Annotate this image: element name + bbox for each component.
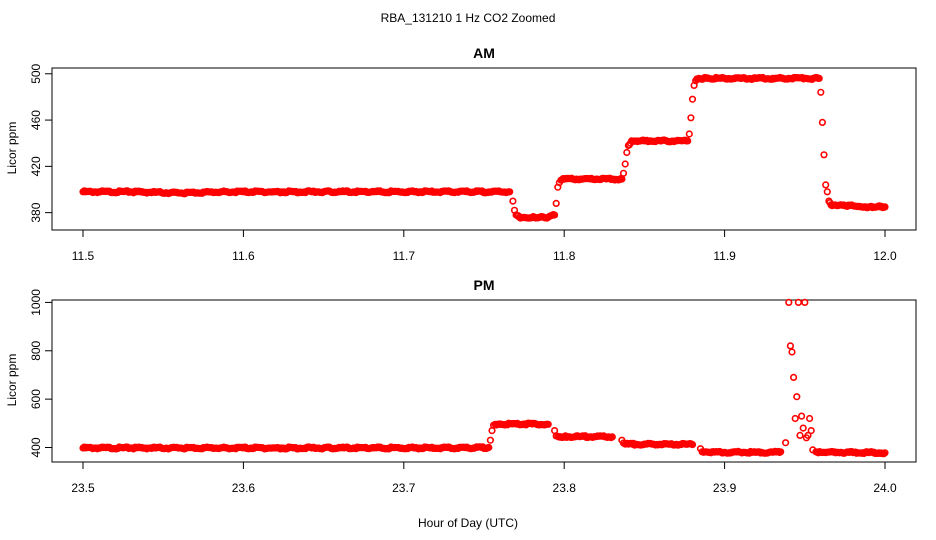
am-data-point	[820, 151, 828, 159]
pm-y-tick-label: 600	[29, 389, 43, 409]
pm-y-tick-label: 800	[29, 340, 43, 360]
pm-data-point	[486, 436, 495, 444]
pm-data-point	[805, 414, 814, 423]
am-data-point	[881, 203, 889, 211]
pm-y-tick-label: 1000	[29, 289, 43, 316]
pm-panel: PM Licor ppm 23.5 23.6 23.7 23.8 23.9 24.0 40…	[5, 277, 917, 495]
pm-data-point	[807, 427, 815, 435]
pm-y-axis: 400 600 800 1000	[29, 289, 53, 458]
am-data-point	[685, 130, 693, 138]
pm-data-point	[789, 373, 798, 382]
am-data-point	[621, 160, 629, 168]
pm-data-point	[688, 441, 697, 449]
pm-y-tick-label: 400	[29, 437, 43, 457]
am-data-point	[506, 188, 514, 196]
pm-data-point	[777, 448, 785, 456]
pm-y-axis-label: Licor ppm	[5, 354, 19, 407]
pm-x-tick-label: 23.6	[232, 481, 256, 495]
am-y-axis-label: Licor ppm	[5, 122, 19, 175]
pm-x-tick-label: 23.9	[713, 481, 737, 495]
am-x-tick-label: 11.7	[393, 249, 416, 263]
am-data-point	[619, 169, 628, 177]
am-data-point	[822, 181, 830, 189]
x-axis-label: Hour of Day (UTC)	[418, 516, 518, 530]
pm-data-point	[796, 431, 804, 440]
pm-plot-frame	[51, 299, 917, 463]
am-x-tick-label: 12.0	[873, 249, 897, 263]
am-x-tick-label: 11.8	[553, 249, 576, 263]
am-y-tick-label: 380	[29, 202, 43, 222]
pm-data-point	[799, 424, 807, 432]
pm-data-point	[801, 298, 809, 307]
am-data-point	[687, 114, 695, 122]
am-data-point	[552, 199, 560, 207]
am-data-point	[550, 211, 559, 219]
pm-data-point	[804, 431, 812, 440]
am-y-tick-label: 500	[29, 63, 43, 83]
am-y-tick-label: 460	[29, 110, 43, 130]
am-data-point	[684, 137, 692, 145]
am-y-axis: 380 420 460 500	[29, 63, 53, 223]
figure-title: RBA_131210 1 Hz CO2 Zoomed	[381, 11, 556, 25]
pm-data-point	[785, 298, 793, 307]
pm-data-point	[791, 414, 799, 423]
pm-data-point	[608, 433, 616, 441]
am-data-point	[623, 148, 631, 157]
am-panel: AM Licor ppm 11.5 11.6 11.7 11.8 11.9 12.0 38…	[5, 45, 917, 263]
am-data-point	[815, 74, 823, 82]
pm-data-point	[544, 420, 552, 428]
pm-data-point	[788, 348, 796, 356]
pm-data-point	[881, 449, 889, 457]
pm-data-point	[485, 443, 493, 452]
pm-data-point	[786, 342, 795, 350]
pm-x-axis: 23.5 23.6 23.7 23.8 23.9 24.0	[71, 461, 897, 495]
am-y-tick-label: 420	[29, 156, 43, 176]
am-data-point	[818, 118, 827, 126]
am-data-points	[79, 73, 889, 222]
pm-data-point	[781, 439, 790, 447]
am-data-point	[509, 197, 517, 205]
am-data-point	[823, 188, 831, 196]
am-plot-frame	[51, 67, 917, 231]
pm-panel-title: PM	[474, 277, 495, 293]
pm-data-point	[793, 393, 801, 401]
am-x-tick-label: 11.9	[713, 249, 736, 263]
pm-data-points	[79, 298, 889, 458]
pm-x-tick-label: 24.0	[873, 481, 897, 495]
am-x-tick-label: 11.5	[72, 249, 95, 263]
pm-x-tick-label: 23.5	[71, 481, 95, 495]
pm-data-point	[797, 412, 806, 420]
pm-x-tick-label: 23.8	[553, 481, 577, 495]
am-panel-title: AM	[473, 45, 495, 61]
am-data-point	[688, 95, 697, 103]
pm-x-tick-label: 23.7	[392, 481, 416, 495]
am-data-point	[817, 88, 825, 96]
am-x-tick-label: 11.6	[232, 249, 255, 263]
am-x-axis: 11.5 11.6 11.7 11.8 11.9 12.0	[72, 229, 897, 263]
